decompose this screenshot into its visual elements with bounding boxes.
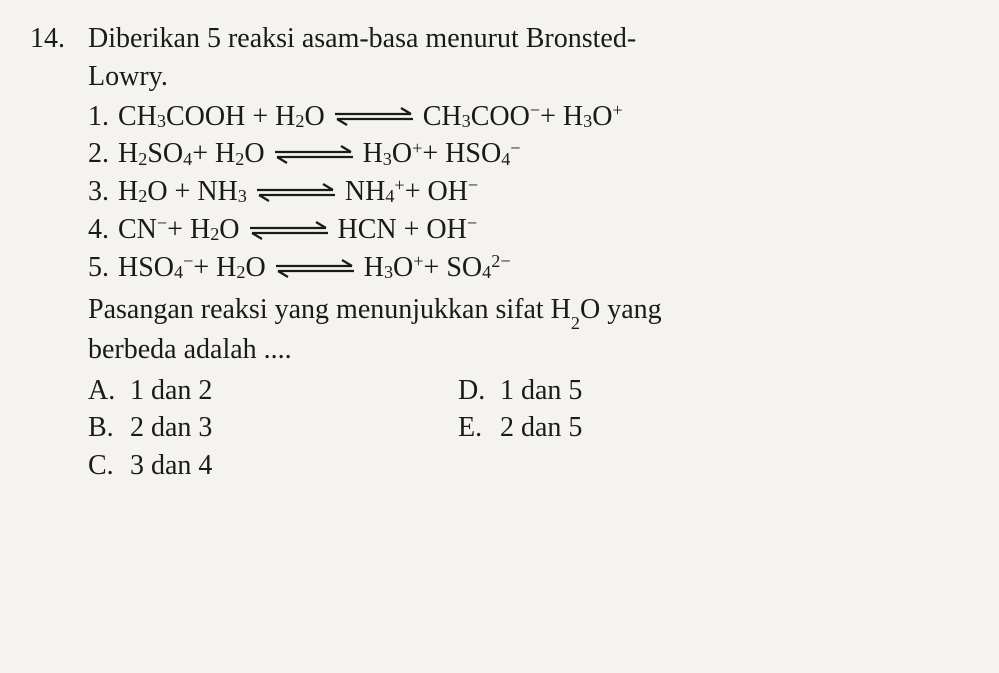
reaction-4-equation: CN− + H2O HCN + OH− (118, 211, 477, 249)
option-d-label: D. (458, 372, 500, 410)
equilibrium-arrow-icon (272, 258, 358, 278)
reaction-1-number: 1. (88, 98, 118, 136)
reaction-2: 2. H2SO4 + H2O H3O+ + HSO4− (88, 135, 969, 173)
answer-options: A. 1 dan 2 B. 2 dan 3 C. 3 dan 4 D. 1 da… (88, 372, 969, 485)
option-d-text: 1 dan 5 (500, 372, 582, 410)
option-e-text: 2 dan 5 (500, 409, 582, 447)
equilibrium-arrow-icon (271, 144, 357, 164)
stem-line-1: Diberikan 5 reaksi asam-basa menurut Bro… (88, 23, 636, 54)
option-e-label: E. (458, 409, 500, 447)
reaction-list: 1. CH3COOH + H2O CH3COO− + H3O+ 2. H2SO4… (88, 98, 969, 287)
question-prompt: Pasangan reaksi yang menunjukkan sifat H… (88, 291, 969, 369)
prompt-part-a: Pasangan reaksi yang menunjukkan sifat H (88, 294, 571, 325)
reaction-3-equation: H2O + NH3 NH4+ + OH− (118, 173, 478, 211)
option-b-text: 2 dan 3 (130, 409, 212, 447)
option-a-text: 1 dan 2 (130, 372, 212, 410)
prompt-part-b: O yang (580, 294, 662, 325)
stem-line-2: Lowry. (88, 61, 168, 92)
reaction-5: 5. HSO4− + H2O H3O+ + SO42− (88, 249, 969, 287)
option-c-text: 3 dan 4 (130, 447, 212, 485)
reaction-3-number: 3. (88, 173, 118, 211)
question-block: 14. Diberikan 5 reaksi asam-basa menurut… (30, 20, 969, 485)
reaction-5-equation: HSO4− + H2O H3O+ + SO42− (118, 249, 511, 287)
equilibrium-arrow-icon (253, 182, 339, 202)
option-c: C. 3 dan 4 (88, 447, 458, 485)
reaction-5-number: 5. (88, 249, 118, 287)
reaction-1: 1. CH3COOH + H2O CH3COO− + H3O+ (88, 98, 969, 136)
equilibrium-arrow-icon (331, 106, 417, 126)
option-b: B. 2 dan 3 (88, 409, 458, 447)
option-d: D. 1 dan 5 (458, 372, 582, 410)
reaction-4: 4. CN− + H2O HCN + OH− (88, 211, 969, 249)
question-body: Diberikan 5 reaksi asam-basa menurut Bro… (88, 20, 969, 485)
question-number: 14. (30, 20, 65, 58)
option-e: E. 2 dan 5 (458, 409, 582, 447)
reaction-1-equation: CH3COOH + H2O CH3COO− + H3O+ (118, 98, 623, 136)
option-a: A. 1 dan 2 (88, 372, 458, 410)
reaction-4-number: 4. (88, 211, 118, 249)
option-b-label: B. (88, 409, 130, 447)
option-a-label: A. (88, 372, 130, 410)
options-col-left: A. 1 dan 2 B. 2 dan 3 C. 3 dan 4 (88, 372, 458, 485)
equilibrium-arrow-icon (246, 220, 332, 240)
reaction-2-equation: H2SO4 + H2O H3O+ + HSO4− (118, 135, 521, 173)
options-col-right: D. 1 dan 5 E. 2 dan 5 (458, 372, 582, 485)
option-c-label: C. (88, 447, 130, 485)
prompt-line-2: berbeda adalah .... (88, 334, 292, 365)
question-stem: Diberikan 5 reaksi asam-basa menurut Bro… (88, 20, 969, 96)
reaction-3: 3. H2O + NH3 NH4+ + OH− (88, 173, 969, 211)
reaction-2-number: 2. (88, 135, 118, 173)
prompt-sub: 2 (571, 313, 580, 333)
